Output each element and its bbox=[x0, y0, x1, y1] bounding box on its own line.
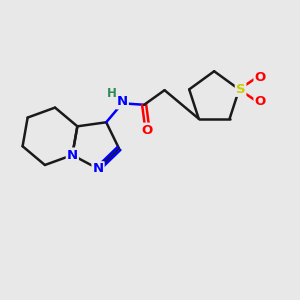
Text: O: O bbox=[254, 70, 266, 84]
Text: O: O bbox=[141, 124, 153, 137]
Text: N: N bbox=[92, 162, 104, 175]
Text: S: S bbox=[236, 83, 245, 96]
Text: N: N bbox=[117, 95, 128, 108]
Text: H: H bbox=[107, 88, 117, 100]
Text: O: O bbox=[254, 95, 266, 108]
Text: N: N bbox=[67, 148, 78, 161]
